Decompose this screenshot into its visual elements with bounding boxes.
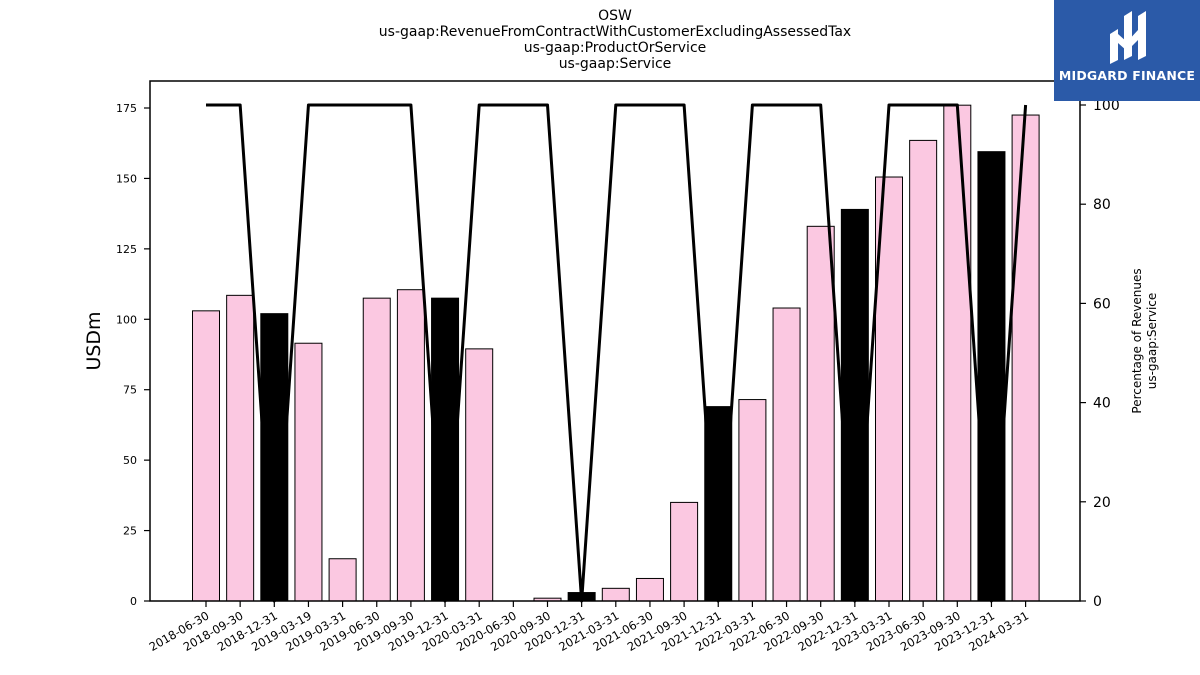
bar-2021-09-30	[670, 501, 699, 602]
left-tick-label: 50	[123, 454, 137, 467]
logo-mark-icon	[1110, 11, 1146, 64]
left-axis: 0 25 50 75 100 125 150 175	[116, 102, 150, 608]
right-tick-label: 80	[1093, 197, 1111, 213]
bar-2023-12-31	[977, 151, 1006, 602]
bar-2020-03-31	[465, 348, 494, 602]
percentage-line	[206, 103, 1028, 603]
y-axis-right-label-line1: Percentage of Revenues	[1130, 268, 1144, 414]
left-tick-label: 150	[116, 172, 137, 185]
chart-title-ticker: OSW	[598, 8, 632, 24]
midgard-finance-logo: MIDGARD FINANCE	[1054, 0, 1200, 101]
left-tick-label: 0	[130, 595, 137, 608]
plot-frame	[149, 80, 1081, 602]
bar-2018-06-30	[192, 310, 220, 602]
bar-2023-09-30	[943, 104, 972, 602]
bar-2021-12-31	[704, 406, 733, 602]
bar-2021-03-31	[601, 587, 630, 602]
right-tick-label: 40	[1093, 396, 1111, 412]
bar-2022-06-30	[772, 307, 801, 602]
line-group	[206, 103, 1028, 603]
y-axis-right-label-line2: us-gaap:Service	[1145, 292, 1159, 390]
chart-title-member: us-gaap:Service	[558, 56, 672, 72]
x-axis: 2018-06-302018-09-302018-12-312019-03-19…	[147, 601, 1031, 654]
bar-2019-06-30	[362, 297, 391, 602]
chart-title-concept: us-gaap:RevenueFromContractWithCustomerE…	[378, 24, 852, 40]
left-tick-label: 175	[116, 102, 137, 115]
bars-group	[192, 104, 1040, 602]
left-tick-label: 25	[123, 525, 137, 538]
bar-2022-03-31	[738, 399, 767, 602]
chart-title-axis: us-gaap:ProductOrService	[523, 40, 707, 56]
bar-2019-03-19	[294, 342, 323, 602]
left-tick-label: 125	[116, 243, 137, 256]
bar-2021-06-30	[635, 577, 664, 602]
logo-text: MIDGARD FINANCE	[1058, 68, 1196, 83]
right-tick-label: 0	[1093, 594, 1102, 610]
right-tick-label: 20	[1093, 495, 1111, 511]
y-axis-left-label: USDm	[83, 311, 105, 371]
bar-2019-09-30	[396, 289, 425, 602]
right-tick-label: 60	[1093, 296, 1111, 312]
right-tick-label: 100	[1093, 98, 1120, 114]
left-tick-label: 75	[123, 384, 137, 397]
left-tick-label: 100	[116, 313, 137, 326]
right-axis: 0 20 40 60 80 100	[1080, 98, 1120, 610]
bar-2024-03-31	[1011, 114, 1040, 602]
bar-2022-12-31	[840, 208, 869, 602]
bar-2019-03-31	[328, 558, 357, 602]
bar-2023-06-30	[909, 139, 938, 602]
bar-2022-09-30	[806, 225, 835, 602]
bar-2018-09-30	[226, 294, 255, 602]
